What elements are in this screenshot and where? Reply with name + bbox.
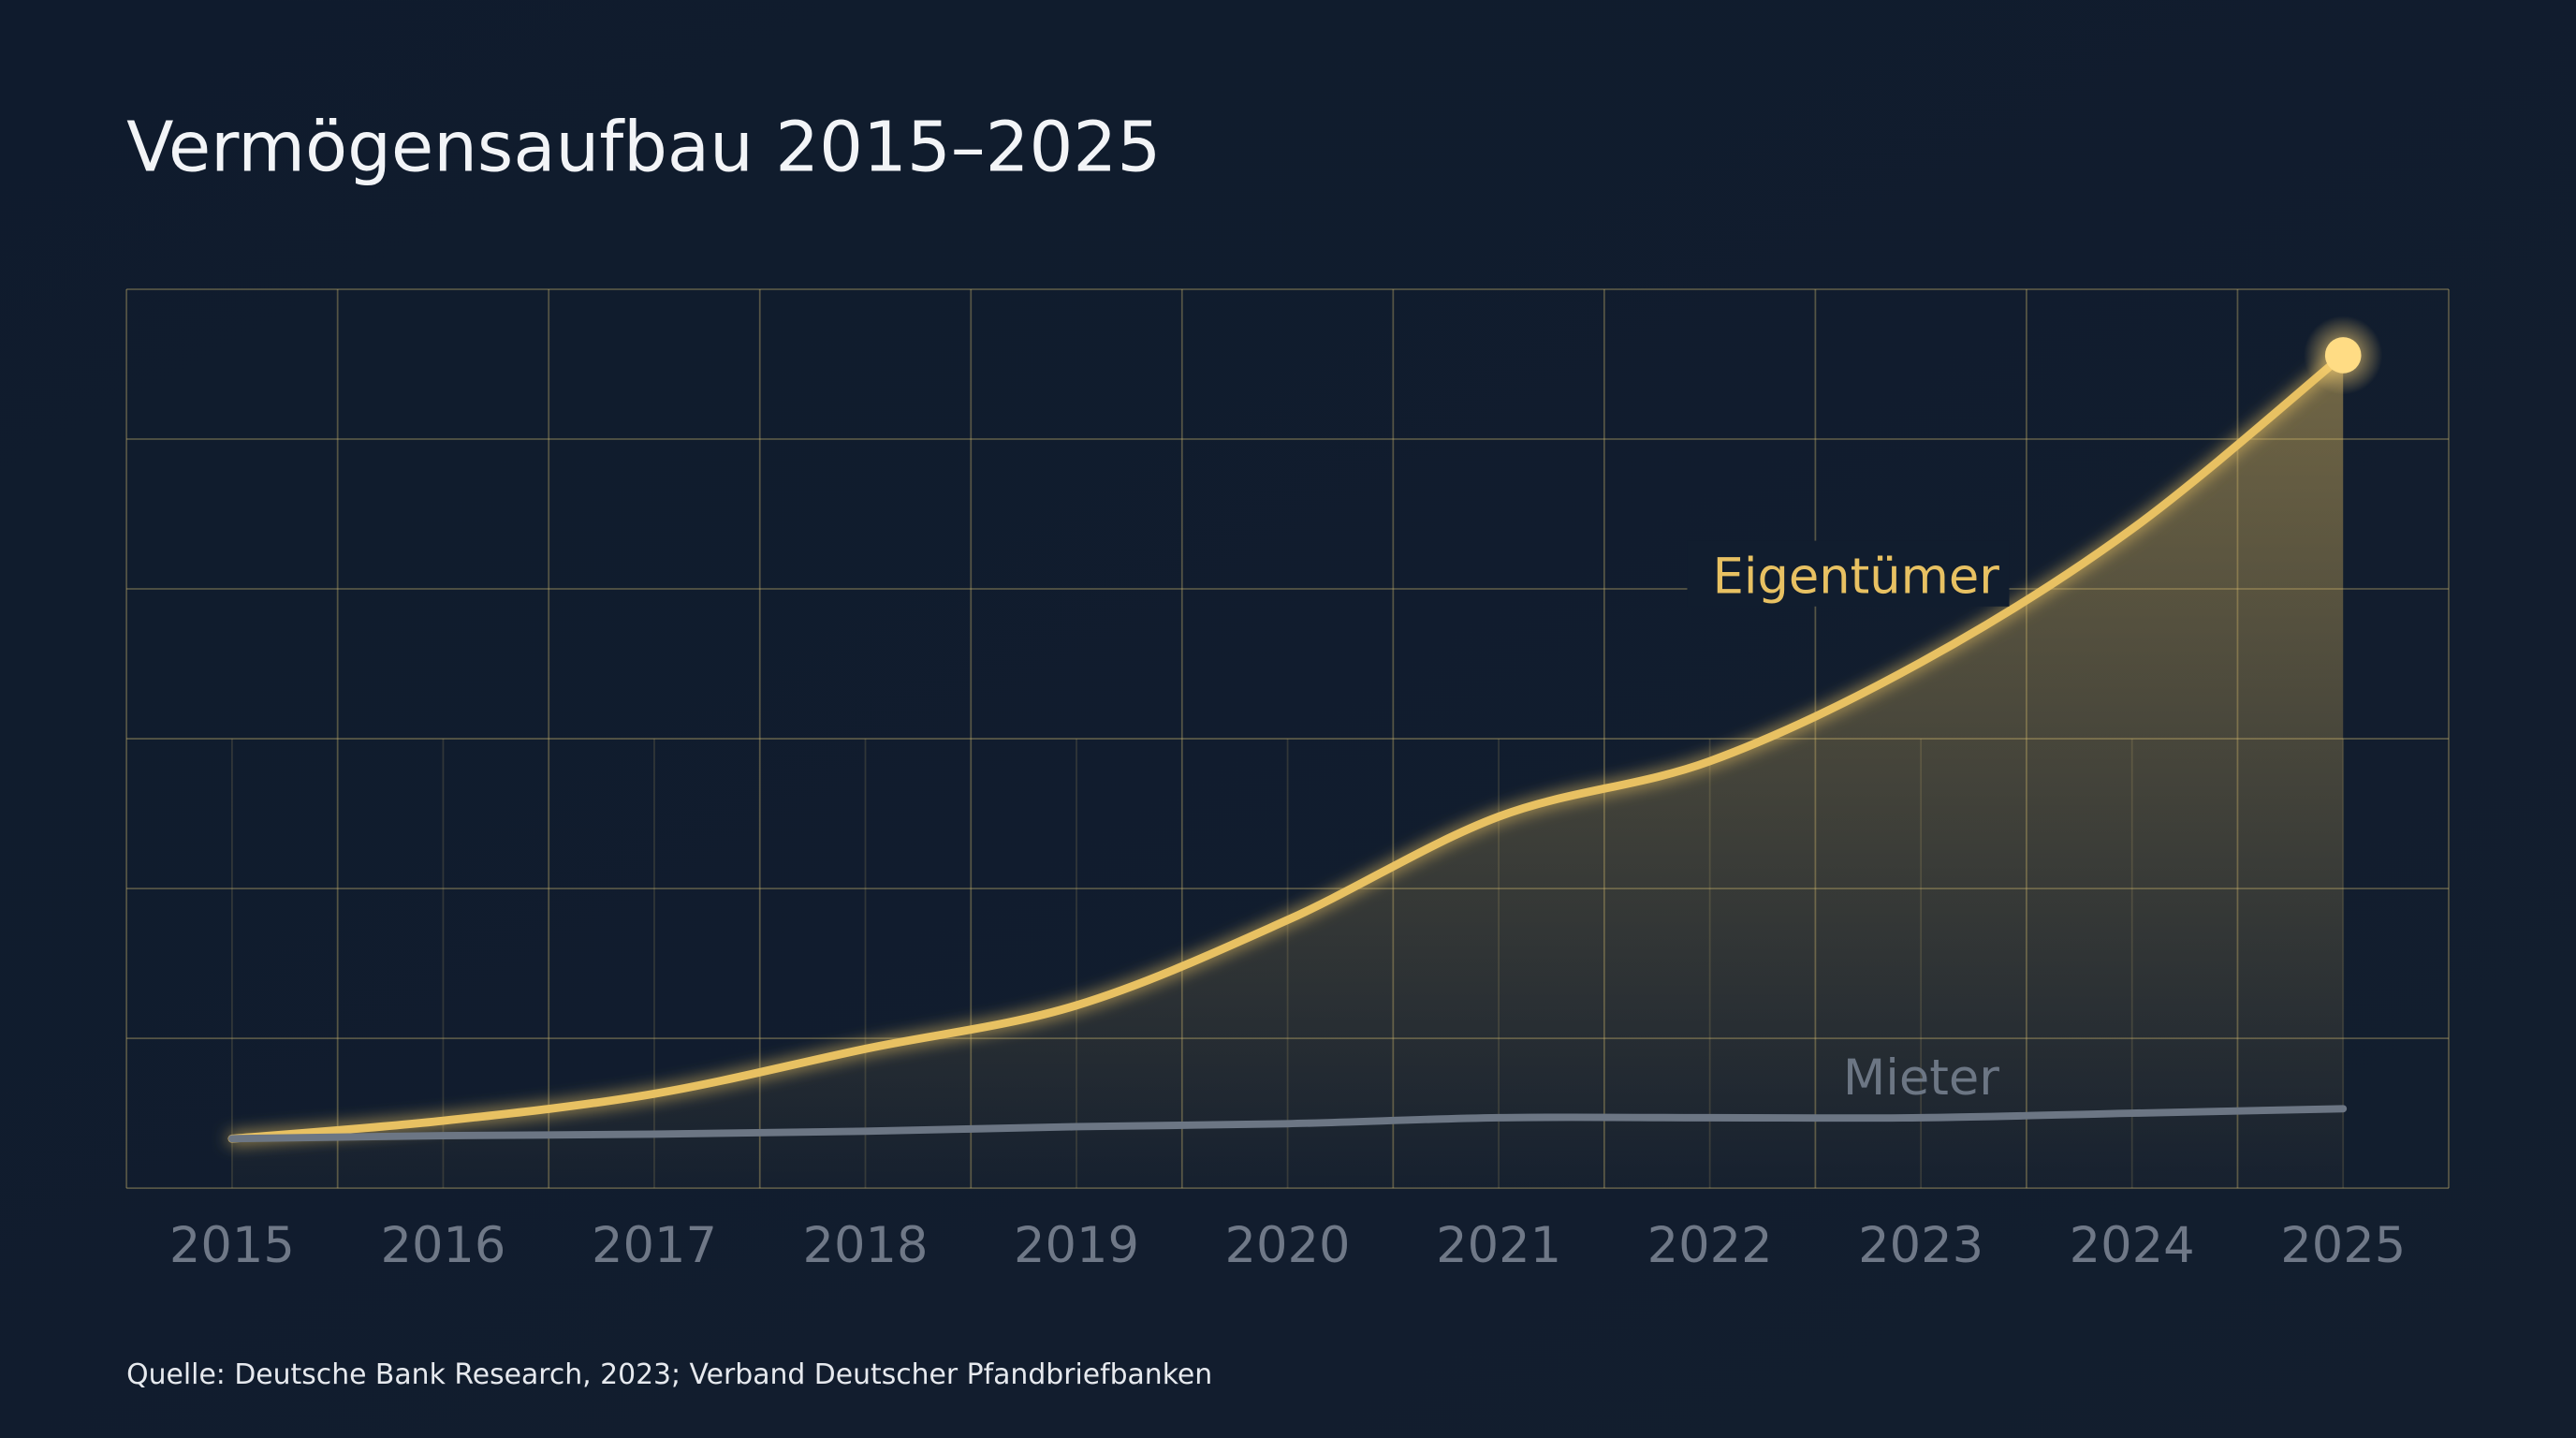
series-label: Mieter [1843,1049,1999,1107]
x-tick-label: 2017 [592,1217,717,1274]
end-point [2324,337,2362,374]
x-tick-label: 2023 [1858,1217,1983,1274]
series-label: Eigentümer [1713,549,2000,606]
x-tick-label: 2024 [2070,1217,2195,1274]
x-tick-label: 2020 [1225,1217,1351,1274]
area-fill [231,355,2344,1189]
label-backdrop [1687,540,2010,607]
series-line [227,351,2348,1143]
chart-title: Vermögensaufbau 2015–2025 [126,109,1161,188]
x-tick-label: 2022 [1647,1217,1773,1274]
x-tick-label: 2015 [169,1217,295,1274]
plot-area: 2015 2016 2017 2018 2019 2020 2021 2022 2023 2024… [125,288,2450,1274]
x-tick-label: 2016 [380,1217,505,1274]
x-tick-label: 2018 [803,1217,929,1274]
x-tick-label: 2021 [1436,1217,1561,1274]
x-tick-label: 2019 [1014,1217,1139,1274]
x-tick-label: 2025 [2280,1217,2406,1274]
source-note: Quelle: Deutsche Bank Research, 2023; Ve… [126,1358,1212,1391]
series-line [227,1105,2348,1143]
